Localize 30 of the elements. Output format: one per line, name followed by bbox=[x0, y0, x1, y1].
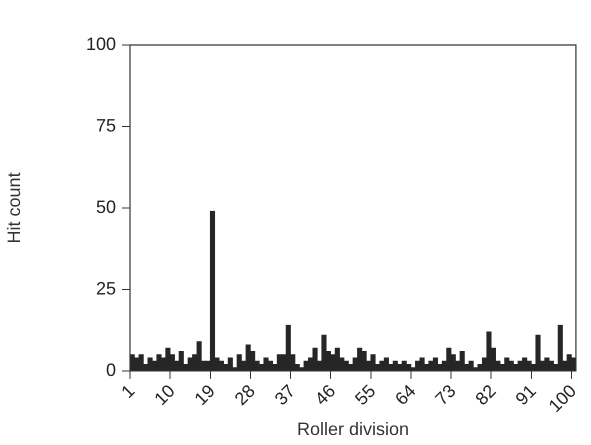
y-tick-label: 50 bbox=[96, 196, 116, 217]
x-tick-label: 91 bbox=[512, 380, 540, 410]
x-tick-label: 19 bbox=[190, 380, 219, 410]
bar bbox=[370, 354, 376, 371]
x-tick-label: 1 bbox=[117, 380, 139, 402]
x-tick-label: 73 bbox=[431, 380, 460, 410]
x-axis-title: Roller division bbox=[296, 419, 409, 440]
bar bbox=[312, 348, 318, 371]
x-tick-label: 37 bbox=[270, 380, 300, 410]
bar bbox=[486, 331, 492, 371]
x-tick-label: 10 bbox=[150, 380, 179, 410]
y-tick-label: 25 bbox=[96, 278, 116, 298]
x-tick-label: 100 bbox=[544, 380, 580, 416]
x-tick-label: 82 bbox=[471, 380, 500, 410]
bar bbox=[558, 324, 563, 371]
bar bbox=[228, 358, 233, 371]
bar bbox=[178, 351, 184, 371]
bar bbox=[321, 334, 327, 371]
y-tick-label: 75 bbox=[96, 115, 116, 136]
y-tick-label: 100 bbox=[86, 34, 116, 54]
bar bbox=[384, 358, 389, 371]
y-axis-title: Hit count bbox=[4, 172, 24, 244]
y-tick-label: 0 bbox=[106, 360, 116, 380]
x-tick-label: 64 bbox=[391, 380, 420, 410]
bar bbox=[432, 358, 438, 371]
x-tick-label: 28 bbox=[230, 380, 259, 410]
x-tick-label: 46 bbox=[310, 380, 340, 410]
bar bbox=[210, 210, 216, 371]
bar bbox=[535, 334, 541, 371]
x-tick-label: 55 bbox=[351, 380, 380, 410]
